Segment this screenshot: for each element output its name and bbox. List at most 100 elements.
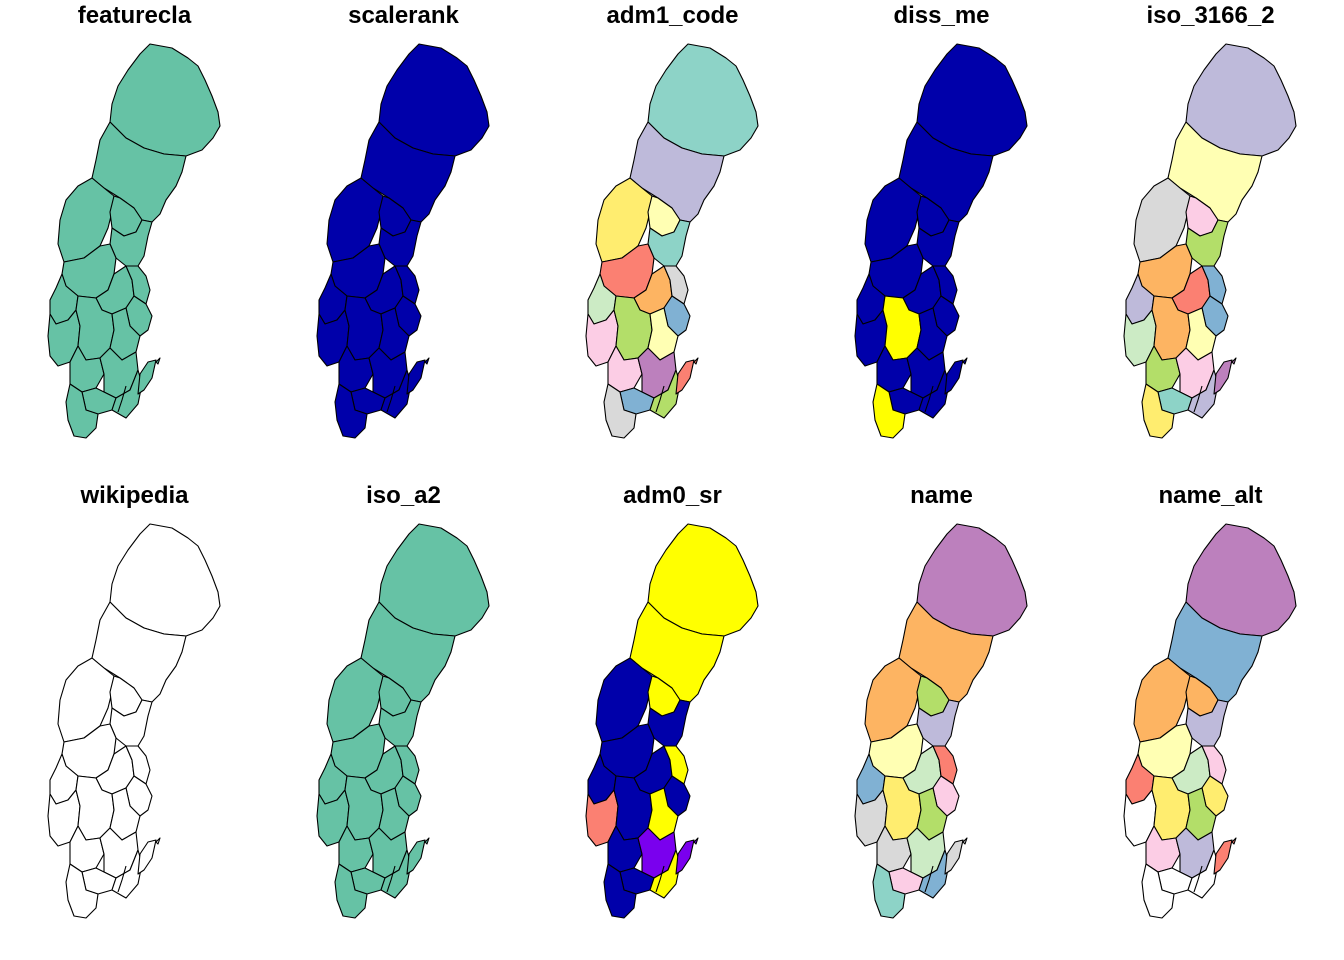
sweden-map	[854, 43, 1028, 439]
sweden-map	[1123, 523, 1297, 919]
region-18	[872, 863, 906, 919]
region-19	[1213, 839, 1233, 875]
sweden-map	[585, 43, 759, 439]
sweden-map	[585, 523, 759, 919]
oland-coast	[386, 865, 396, 893]
oland-coast	[655, 385, 665, 413]
region-18	[872, 383, 906, 439]
panel-title: wikipedia	[80, 482, 189, 509]
panel-title: name_alt	[1158, 482, 1263, 509]
region-2	[629, 121, 725, 223]
region-9	[125, 745, 151, 785]
region-19	[137, 839, 157, 875]
region-19	[675, 359, 695, 395]
map-panel-iso-3166-2: iso_3166_2	[1076, 0, 1344, 480]
region-1	[378, 43, 490, 157]
island	[962, 837, 968, 845]
map-panel-wikipedia: wikipedia	[0, 480, 269, 960]
map-panel-adm0-sr: adm0_sr	[538, 480, 807, 960]
panel-title: iso_a2	[366, 482, 441, 509]
region-18	[65, 863, 99, 919]
sweden-map	[316, 523, 490, 919]
region-2	[898, 601, 994, 703]
island	[693, 357, 699, 365]
oland-coast	[117, 865, 127, 893]
region-9	[1201, 745, 1227, 785]
map-panel-featurecla: featurecla	[0, 0, 269, 480]
region-1	[109, 523, 221, 637]
region-9	[394, 745, 420, 785]
map-panel-name-alt: name_alt	[1076, 480, 1344, 960]
region-1	[109, 43, 221, 157]
region-9	[125, 265, 151, 305]
region-1	[647, 523, 759, 637]
region-18	[334, 863, 368, 919]
region-18	[1141, 863, 1175, 919]
oland-coast	[1193, 385, 1203, 413]
region-2	[91, 601, 187, 703]
island	[962, 357, 968, 365]
island	[693, 837, 699, 845]
panel-title: featurecla	[77, 2, 192, 29]
sweden-map	[47, 523, 221, 919]
region-19	[1213, 359, 1233, 395]
island	[424, 837, 430, 845]
map-panel-adm1-code: adm1_code	[538, 0, 807, 480]
island	[1231, 837, 1237, 845]
oland-coast	[924, 385, 934, 413]
region-2	[1167, 121, 1263, 223]
region-19	[944, 839, 964, 875]
panel-title: name	[910, 482, 973, 509]
region-18	[1141, 383, 1175, 439]
region-18	[65, 383, 99, 439]
oland-coast	[1193, 865, 1203, 893]
region-2	[91, 121, 187, 223]
region-1	[647, 43, 759, 157]
region-2	[1167, 601, 1263, 703]
panel-title: adm0_sr	[623, 482, 722, 509]
region-2	[898, 121, 994, 223]
region-9	[932, 265, 958, 305]
map-panel-scalerank: scalerank	[269, 0, 538, 480]
region-19	[137, 359, 157, 395]
panel-title: scalerank	[348, 2, 459, 29]
map-panel-iso-a2: iso_a2	[269, 480, 538, 960]
region-9	[394, 265, 420, 305]
region-9	[1201, 265, 1227, 305]
region-2	[360, 121, 456, 223]
region-1	[1185, 43, 1297, 157]
island	[424, 357, 430, 365]
oland-coast	[117, 385, 127, 413]
region-2	[360, 601, 456, 703]
panel-title: adm1_code	[606, 2, 739, 29]
sweden-map	[47, 43, 221, 439]
island	[1231, 357, 1237, 365]
region-9	[663, 745, 689, 785]
island	[155, 837, 161, 845]
region-2	[629, 601, 725, 703]
oland-coast	[655, 865, 665, 893]
region-18	[603, 863, 637, 919]
region-19	[406, 839, 426, 875]
region-1	[916, 523, 1028, 637]
region-18	[603, 383, 637, 439]
region-1	[1185, 523, 1297, 637]
sweden-map	[854, 523, 1028, 919]
region-19	[406, 359, 426, 395]
oland-coast	[386, 385, 396, 413]
panel-title: iso_3166_2	[1146, 2, 1275, 29]
map-panel-name: name	[807, 480, 1076, 960]
region-9	[663, 265, 689, 305]
panel-title: diss_me	[893, 2, 990, 29]
island	[155, 357, 161, 365]
sweden-map	[1123, 43, 1297, 439]
oland-coast	[924, 865, 934, 893]
region-1	[916, 43, 1028, 157]
region-9	[932, 745, 958, 785]
sweden-map	[316, 43, 490, 439]
region-19	[675, 839, 695, 875]
region-18	[334, 383, 368, 439]
region-19	[944, 359, 964, 395]
region-1	[378, 523, 490, 637]
map-panel-diss-me: diss_me	[807, 0, 1076, 480]
